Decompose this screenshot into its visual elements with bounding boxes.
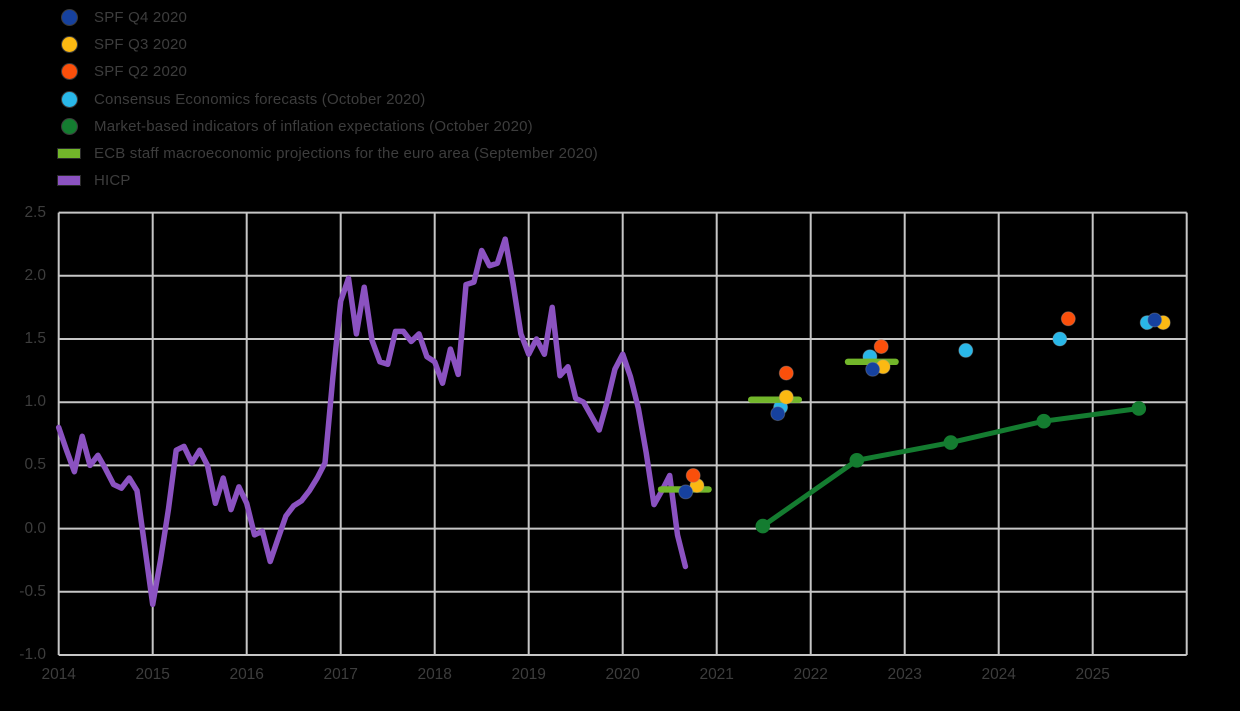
legend-item-consensus-forecasts: Consensus Economics forecasts (October 2… (56, 86, 598, 113)
y-tick-label: -0.5 (19, 582, 46, 600)
x-tick-label: 2024 (981, 666, 1016, 683)
market-point (943, 435, 959, 450)
y-tick-label: 1.5 (24, 330, 46, 347)
market-point (849, 453, 865, 468)
spf_q4-point (1147, 312, 1163, 328)
market-based-marker-icon (56, 118, 82, 134)
legend-item-hicp: HICP (56, 167, 598, 194)
hicp-marker-icon (56, 176, 82, 186)
legend-item-market-based-indicators: Market-based indicators of inflation exp… (56, 113, 598, 140)
y-tick-label: 0.0 (24, 519, 46, 537)
market-point (755, 518, 771, 534)
x-tick-label: 2020 (605, 666, 640, 683)
legend-item-ecb-staff-projections: ECB staff macroeconomic projections for … (56, 140, 598, 167)
x-tick-label: 2025 (1075, 666, 1110, 683)
y-tick-label: 0.5 (24, 456, 46, 474)
spf_q2-point (685, 468, 701, 483)
legend-label: Market-based indicators of inflation exp… (94, 117, 533, 135)
legend-label: Consensus Economics forecasts (October 2… (94, 90, 426, 108)
legend-item-spf-q4-2020: SPF Q4 2020 (56, 4, 598, 31)
consensus-point (1052, 331, 1068, 347)
market-point (1131, 401, 1147, 416)
x-tick-label: 2015 (135, 666, 170, 683)
series-market-line (760, 406, 1142, 529)
y-tick-label: -1.0 (19, 646, 46, 663)
spf_q4-point (678, 484, 694, 500)
x-tick-label: 2021 (699, 666, 734, 683)
x-tick-label: 2023 (887, 666, 922, 683)
legend-label: SPF Q3 2020 (94, 36, 188, 54)
consensus-point (958, 342, 974, 358)
legend-item-spf-q3-2020: SPF Q3 2020 (56, 31, 598, 58)
spf_q2-point (778, 365, 794, 381)
legend-label: SPF Q4 2020 (94, 9, 188, 27)
y-tick-label: 2.5 (24, 203, 46, 221)
x-tick-label: 2018 (417, 666, 452, 683)
spf_q4-point (865, 361, 881, 377)
y-tick-label: 1.0 (24, 393, 46, 411)
legend-label: HICP (94, 172, 131, 190)
ecb-projection-dash (748, 396, 802, 403)
spf_q4-point (770, 406, 786, 422)
legend-item-spf-q2-2020: SPF Q2 2020 (56, 58, 598, 85)
ecb-projection-marker-icon (56, 149, 82, 159)
spf_q3-point (778, 389, 794, 405)
chart-legend: SPF Q4 2020 SPF Q3 2020 SPF Q2 2020 Cons… (56, 4, 598, 194)
spf-q3-2020-marker-icon (56, 37, 82, 53)
x-tick-label: 2017 (323, 666, 358, 683)
spf_q2-point (873, 339, 889, 355)
spf_q2-point (1060, 311, 1076, 327)
spf-q2-2020-marker-icon (56, 64, 82, 80)
legend-label: SPF Q2 2020 (94, 63, 188, 81)
market-point (1036, 413, 1052, 429)
series-hicp-line (55, 236, 689, 608)
x-tick-label: 2019 (511, 666, 546, 683)
legend-label: ECB staff macroeconomic projections for … (94, 145, 598, 163)
consensus-marker-icon (56, 91, 82, 107)
y-tick-label: 2.0 (24, 266, 46, 284)
spf-q4-2020-marker-icon (56, 10, 82, 26)
x-tick-label: 2016 (229, 666, 264, 683)
x-tick-label: 2022 (793, 666, 828, 683)
x-tick-label: 2014 (41, 666, 76, 683)
